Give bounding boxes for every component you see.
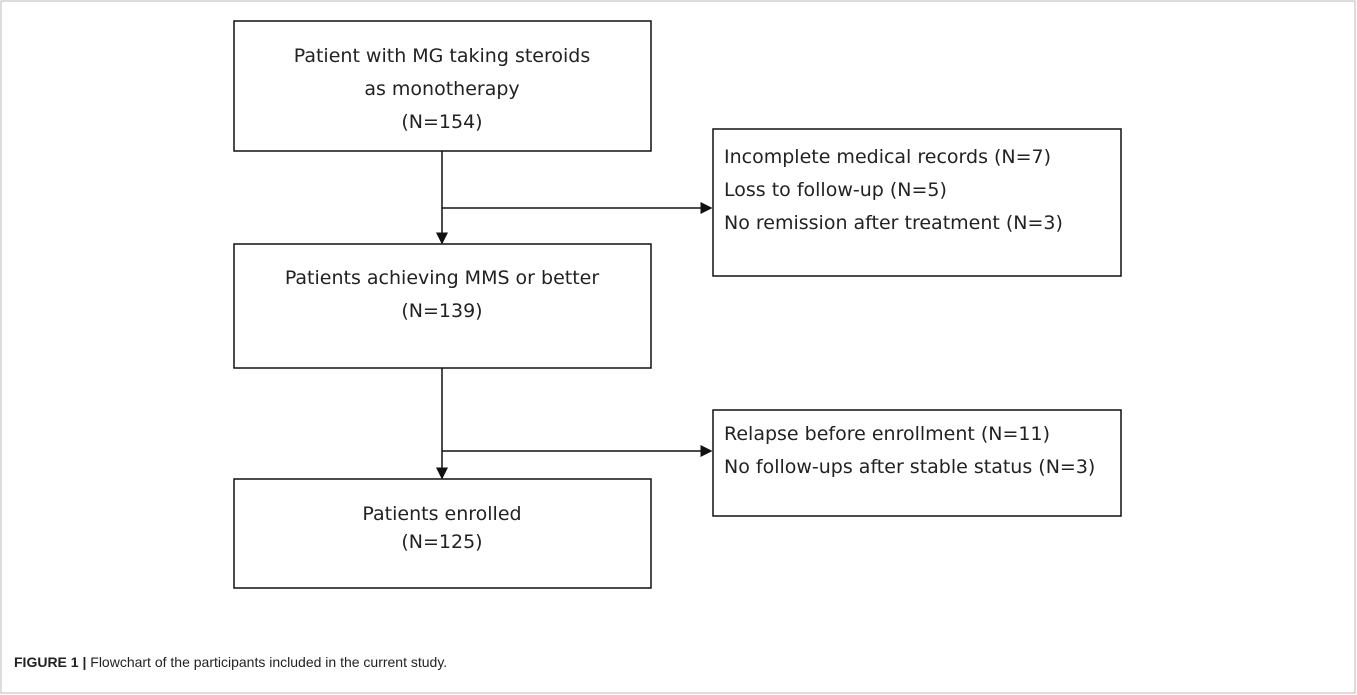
caption-text: Flowchart of the participants included i… (86, 654, 448, 670)
node-text: Patient with MG taking steroids (294, 45, 591, 67)
node-text: No remission after treatment (N=3) (724, 212, 1063, 234)
node-text: Loss to follow-up (N=5) (724, 179, 947, 201)
arrows (436, 151, 713, 480)
node-text: Relapse before enrollment (N=11) (724, 423, 1050, 445)
node-text: No follow-ups after stable status (N=3) (724, 456, 1095, 478)
node-text: Incomplete medical records (N=7) (724, 146, 1051, 168)
node-text: (N=139) (401, 300, 482, 322)
node-text: Patients enrolled (362, 503, 521, 525)
node-text: (N=154) (401, 111, 482, 133)
node-text: as monotherapy (364, 78, 519, 100)
node-text: Patients achieving MMS or better (285, 267, 600, 289)
node-text: (N=125) (401, 531, 482, 553)
caption-label: FIGURE 1 | (14, 654, 87, 670)
caption: FIGURE 1 | Flowchart of the participants… (14, 654, 447, 670)
